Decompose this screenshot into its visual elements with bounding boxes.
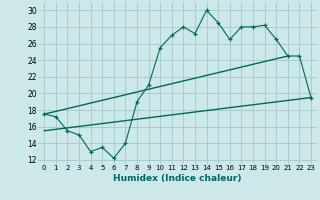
- X-axis label: Humidex (Indice chaleur): Humidex (Indice chaleur): [113, 174, 242, 183]
